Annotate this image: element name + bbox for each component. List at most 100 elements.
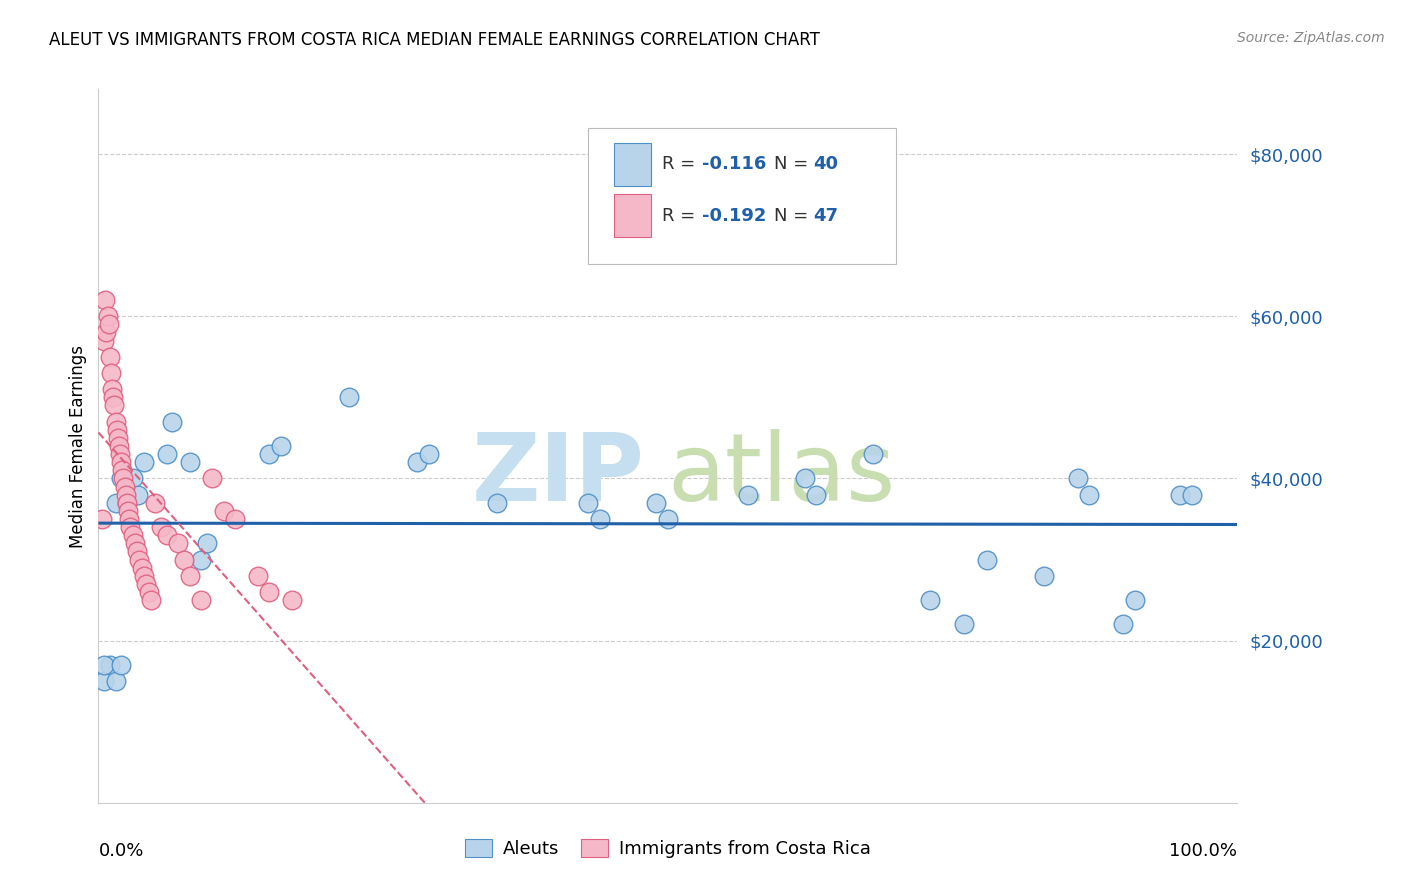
Bar [614,143,651,186]
Y-axis label: Median Female Earnings: Median Female Earnings [69,344,87,548]
Point [108,447,131,461]
Point [576,496,599,510]
Text: Source: ZipAtlas.com: Source: ZipAtlas.com [1237,31,1385,45]
Point [179,455,201,469]
Text: N =: N = [773,207,814,225]
Point [128,552,150,566]
Point [953,617,976,632]
Point [976,552,998,566]
Point [107,431,129,445]
Point [108,439,131,453]
Point [98,657,121,672]
Text: ZIP: ZIP [472,428,645,521]
Point [118,512,141,526]
Point [104,415,127,429]
Point [101,382,124,396]
Text: 47: 47 [814,207,838,225]
Point [104,496,127,510]
Point [737,488,759,502]
Point [90,512,112,526]
FancyBboxPatch shape [588,128,896,264]
Point [804,488,827,502]
Point [281,593,304,607]
Point [105,423,128,437]
Bar [614,194,651,237]
Text: R =: R = [662,207,702,225]
Point [201,471,224,485]
Point [259,585,281,599]
Text: -0.116: -0.116 [702,155,766,173]
Point [645,496,668,510]
Point [110,455,132,469]
Point [135,577,157,591]
Point [190,552,212,566]
Point [117,504,139,518]
Point [94,293,117,307]
Text: 100.0%: 100.0% [1170,842,1237,860]
Point [121,471,143,485]
Point [224,512,246,526]
Point [156,447,179,461]
Point [195,536,218,550]
Text: N =: N = [773,155,814,173]
Point [212,504,235,518]
Text: atlas: atlas [668,428,896,521]
Point [1067,471,1090,485]
Text: ALEUT VS IMMIGRANTS FROM COSTA RICA MEDIAN FEMALE EARNINGS CORRELATION CHART: ALEUT VS IMMIGRANTS FROM COSTA RICA MEDI… [49,31,820,49]
Point [793,471,815,485]
Point [418,447,440,461]
Point [337,390,360,404]
Text: R =: R = [662,155,702,173]
Point [1170,488,1192,502]
Text: -0.192: -0.192 [702,207,766,225]
Point [190,593,212,607]
Point [145,496,167,510]
Point [156,528,179,542]
Point [100,366,122,380]
Point [138,585,160,599]
Point [98,350,121,364]
Point [96,310,118,324]
Point [167,536,190,550]
Text: 40: 40 [814,155,838,173]
Point [124,536,146,550]
Point [121,528,143,542]
Point [120,520,142,534]
Point [97,318,120,332]
Point [406,455,429,469]
Point [657,512,679,526]
Point [246,568,269,582]
Point [173,552,195,566]
Point [114,479,136,493]
Point [862,447,884,461]
Point [1032,568,1054,582]
Point [150,520,173,534]
Point [1181,488,1204,502]
Point [132,568,155,582]
Point [127,488,149,502]
Point [110,471,132,485]
Point [486,496,509,510]
Point [139,593,162,607]
Point [588,512,610,526]
Point [111,463,134,477]
Point [96,326,118,340]
Point [103,390,125,404]
Point [112,471,135,485]
Point [93,334,115,348]
Point [1123,593,1146,607]
Point [131,560,153,574]
Point [259,447,281,461]
Text: 0.0%: 0.0% [98,842,143,860]
Point [104,674,127,689]
Point [110,657,132,672]
Point [127,544,149,558]
Point [179,568,201,582]
Point [114,488,136,502]
Point [1078,488,1101,502]
Point [115,496,138,510]
Point [270,439,292,453]
Point [93,674,115,689]
Point [132,455,155,469]
Point [1112,617,1135,632]
